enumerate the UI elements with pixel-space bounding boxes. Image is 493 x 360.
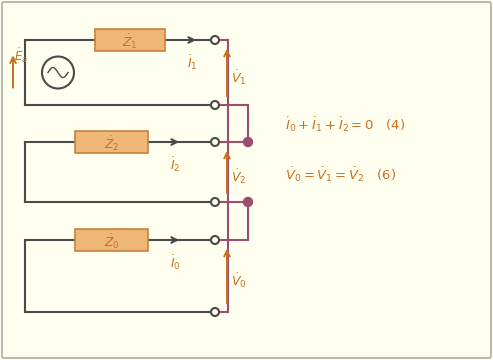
Text: $\dot{Z}_0$: $\dot{Z}_0$: [104, 233, 119, 251]
Text: $\dot{Z}_2$: $\dot{Z}_2$: [104, 135, 119, 153]
Text: $\dot{Z}_1$: $\dot{Z}_1$: [122, 33, 138, 51]
Text: $\dot{V}_0$: $\dot{V}_0$: [231, 272, 246, 290]
Circle shape: [244, 198, 252, 207]
Circle shape: [211, 308, 219, 316]
Circle shape: [211, 36, 219, 44]
Circle shape: [211, 236, 219, 244]
Text: $\dot{I}_2$: $\dot{I}_2$: [170, 155, 180, 174]
Circle shape: [211, 101, 219, 109]
Text: $\dot{V}_1$: $\dot{V}_1$: [231, 68, 246, 87]
Circle shape: [211, 198, 219, 206]
FancyBboxPatch shape: [75, 229, 148, 251]
Text: $\dot{V}_0=\dot{V}_1=\dot{V}_2$   (6): $\dot{V}_0=\dot{V}_1=\dot{V}_2$ (6): [285, 166, 396, 184]
Text: $\dot{E}_a$: $\dot{E}_a$: [14, 46, 28, 64]
FancyBboxPatch shape: [75, 131, 148, 153]
FancyBboxPatch shape: [95, 29, 165, 51]
Text: $\dot{V}_2$: $\dot{V}_2$: [231, 168, 246, 186]
Text: $\dot{I}_0$: $\dot{I}_0$: [170, 253, 180, 272]
Circle shape: [244, 138, 252, 147]
Text: $\dot{I}_0+\dot{I}_1+\dot{I}_2=0$   (4): $\dot{I}_0+\dot{I}_1+\dot{I}_2=0$ (4): [285, 116, 405, 134]
Text: $\dot{I}_1$: $\dot{I}_1$: [187, 53, 197, 72]
Circle shape: [211, 138, 219, 146]
